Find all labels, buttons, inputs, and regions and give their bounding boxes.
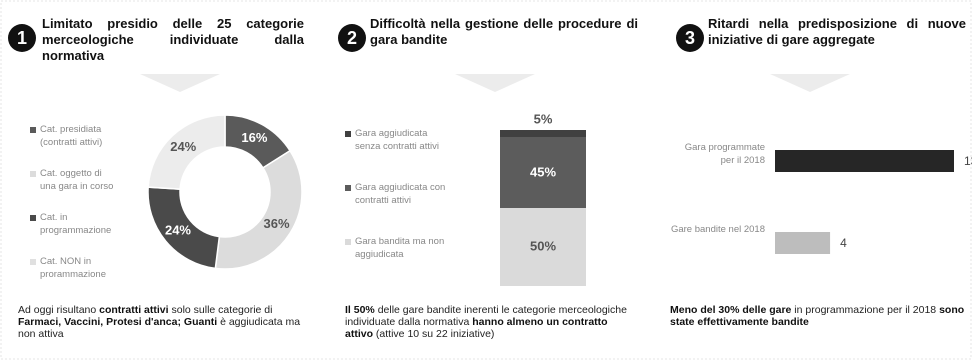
panel-title: Limitato presidio delle 25 categorie mer… [42,16,304,63]
bar-segment [500,130,586,138]
caption-part: contratti attivi [99,304,169,316]
legend-swatch [30,127,36,133]
legend-swatch [345,131,351,137]
panel-title: Ritardi nella predisposizione di nuove i… [708,16,966,47]
caption: Il 50% delle gare bandite inerenti le ca… [345,304,635,340]
data-label: 5% [534,111,553,126]
number-badge-label: 2 [347,28,357,48]
legend-label: Gara bandita ma non aggiudicata [355,236,445,260]
legend-swatch [30,259,36,265]
data-label: 24% [170,139,196,154]
caption: Ad oggi risultano contratti attivi solo … [18,304,308,340]
caption-part: Meno del 30% delle gare [670,304,792,316]
data-label: 4 [840,236,847,250]
legend-label: Cat. in programmazione [40,212,112,236]
category-label: Gare bandite nel 2018 [670,224,765,235]
number-badge [338,24,366,52]
caption-part: sono state effettivamente bandite [670,304,965,328]
number-badge [8,24,36,52]
legend-label: Gara aggiudicata senza contratti attivi [355,128,439,152]
legend-swatch [30,171,36,177]
data-label: 45% [530,164,556,179]
number-badge [676,24,704,52]
panel-title: Difficoltà nella gestione delle procedur… [370,16,638,47]
legend-swatch [30,215,36,221]
caption-part: è aggiudicata ma non attiva [18,316,301,340]
legend-label: Cat. oggetto di una gara in corso [40,168,114,192]
data-label: 13 [964,154,972,168]
data-label: 36% [263,216,289,231]
legend-swatch [345,239,351,245]
data-label: 16% [241,130,267,145]
caption: Meno del 30% delle gare in programmazion… [670,304,972,328]
caption-part: Il 50% [345,304,375,316]
data-label: 24% [165,222,191,237]
caption-part: (attive 10 su 22 iniziative) [373,328,495,340]
caption-part: Ad oggi risultano [18,304,100,316]
bar-segment [500,137,586,208]
legend-label: Cat. NON in prorammazione [40,256,106,280]
donut-slice [214,149,303,270]
donut-slice [147,114,226,190]
bar-segment [500,208,586,286]
legend-label: Cat. presidiata (contratti attivi) [40,124,103,148]
category-label: Gara programmate per il 2018 [684,142,765,166]
chevron [140,74,220,92]
bar [775,150,954,172]
chevron [455,74,535,92]
chevron [770,74,850,92]
legend-swatch [345,185,351,191]
caption-part: hanno almeno un contratto attivo [345,316,608,340]
data-label: 50% [530,238,556,253]
caption-part: solo sulle categorie di [168,304,273,316]
caption-part: in programmazione per il 2018 [791,304,940,316]
bar [775,232,831,254]
caption-part: delle gare bandite inerenti le categorie… [345,304,627,328]
caption-part: Farmaci, Vaccini, Protesi d'anca; Guanti [18,316,218,328]
legend-label: Gara aggiudicata con contratti attivi [355,182,446,206]
number-badge-label: 1 [17,28,27,48]
number-badge-label: 3 [685,28,695,48]
